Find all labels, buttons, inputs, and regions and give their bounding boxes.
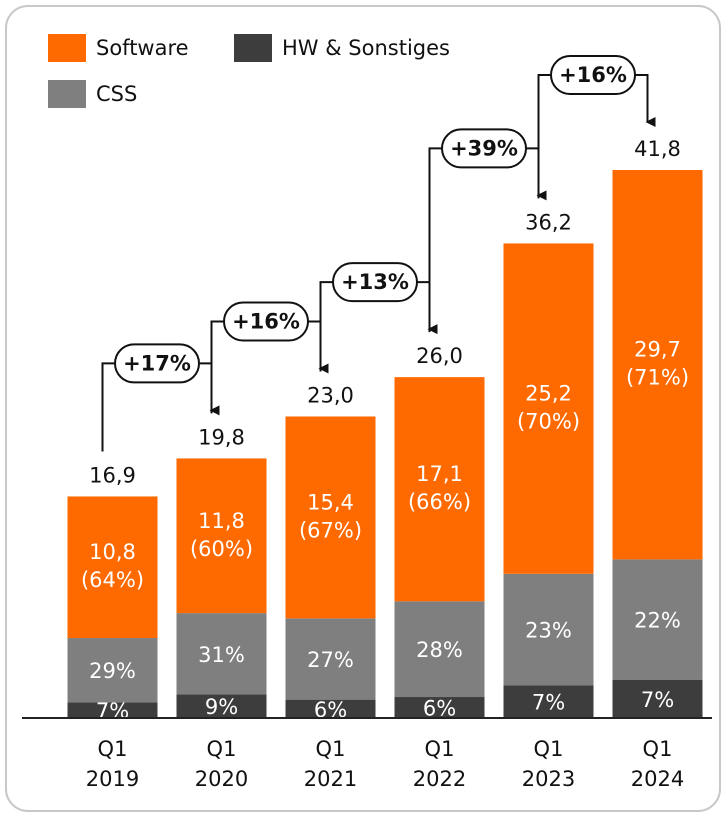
x-tick-label: Q1 [98, 737, 128, 761]
bar-segment [503, 573, 594, 686]
x-tick-label: Q1 [207, 737, 237, 761]
legend-swatch [234, 34, 272, 62]
x-tick-label: 2024 [631, 767, 684, 791]
total-label: 23,0 [307, 383, 354, 407]
segment-share-label: 7% [641, 688, 674, 712]
bar-segment [285, 699, 376, 718]
bar-segment [285, 416, 376, 619]
legend-swatch [48, 34, 86, 62]
legend-label: CSS [96, 82, 137, 106]
growth-label: +16% [232, 309, 300, 333]
segment-value-label: 25,2 [525, 382, 572, 406]
bar-segment [612, 559, 703, 680]
bar-segment [176, 613, 267, 695]
segment-share-label: 22% [634, 609, 681, 633]
growth-badge [114, 343, 200, 384]
growth-badge [223, 301, 309, 342]
segment-share-label: 6% [423, 697, 456, 721]
segment-share-label: 23% [525, 619, 572, 643]
growth-badge [332, 262, 418, 303]
bar-segment [394, 377, 485, 602]
segment-share-label: 27% [307, 648, 354, 672]
total-label: 16,9 [89, 463, 136, 487]
segment-share-label: (71%) [626, 366, 689, 390]
x-tick-label: 2019 [86, 767, 139, 791]
bar-segment [612, 170, 703, 560]
bar-segment [394, 697, 485, 718]
bar-segment [612, 679, 703, 718]
growth-label: +39% [450, 136, 518, 160]
segment-share-label: (60%) [190, 537, 253, 561]
segment-value-label: 15,4 [307, 490, 354, 514]
segment-value-label: 10,8 [89, 540, 136, 564]
x-tick-label: 2023 [522, 767, 575, 791]
legend-swatch [48, 80, 86, 108]
segment-share-label: (66%) [408, 490, 471, 514]
total-label: 19,8 [198, 425, 245, 449]
segment-share-label: 29% [89, 659, 136, 683]
x-tick-label: Q1 [425, 737, 455, 761]
total-label: 36,2 [525, 210, 572, 234]
total-label: 26,0 [416, 344, 463, 368]
legend-label: Software [96, 36, 189, 60]
x-tick-label: 2020 [195, 767, 248, 791]
segment-value-label: 29,7 [634, 338, 681, 362]
segment-share-label: (64%) [81, 568, 144, 592]
x-tick-label: 2021 [304, 767, 357, 791]
segment-share-label: 7% [96, 699, 129, 723]
growth-badge [550, 55, 636, 95]
legend-label: HW & Sonstiges [282, 36, 450, 60]
segment-share-label: 28% [416, 638, 463, 662]
x-tick-label: Q1 [643, 737, 673, 761]
segment-value-label: 11,8 [198, 509, 245, 533]
bar-segment [67, 496, 158, 639]
segment-value-label: 17,1 [416, 462, 463, 486]
bar-segment [503, 685, 594, 718]
bar-segment [503, 243, 594, 574]
x-tick-label: Q1 [316, 737, 346, 761]
segment-share-label: (67%) [299, 518, 362, 542]
bar-segment [176, 458, 267, 614]
bar-segment [67, 702, 158, 718]
growth-label: +16% [559, 63, 627, 87]
bar-segment [394, 601, 485, 698]
growth-label: +17% [123, 351, 191, 375]
bar-segment [176, 694, 267, 718]
bar-segment [285, 618, 376, 700]
segment-share-label: 31% [198, 643, 245, 667]
segment-share-label: (70%) [517, 410, 580, 434]
growth-label: +13% [341, 270, 409, 294]
segment-share-label: 7% [532, 691, 565, 715]
bar-segment [67, 638, 158, 703]
segment-share-label: 9% [205, 695, 238, 719]
total-label: 41,8 [634, 137, 681, 161]
growth-badge [441, 128, 527, 169]
x-tick-label: Q1 [534, 737, 564, 761]
x-tick-label: 2022 [413, 767, 466, 791]
